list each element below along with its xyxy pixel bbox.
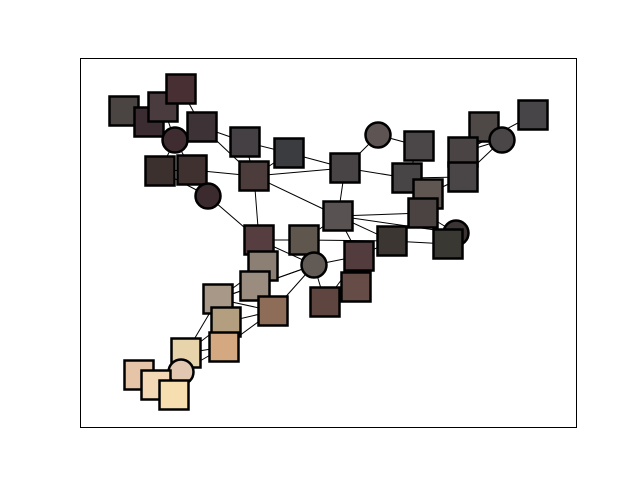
graph-node-square (517, 99, 549, 131)
graph-node-square (329, 152, 361, 184)
graph-node-square (238, 160, 270, 192)
graph-node-square (403, 130, 435, 162)
graph-node-square (376, 225, 408, 257)
graph-node-square (243, 224, 275, 256)
graph-node-square (340, 271, 372, 303)
graph-node-square (407, 197, 439, 229)
graph-node-square (273, 137, 305, 169)
graph-node-square (158, 379, 190, 411)
graph-node-square (186, 111, 218, 143)
graph-node-circle (194, 182, 222, 210)
graph-node-square (309, 286, 341, 318)
graph-node-square (144, 155, 176, 187)
graph-node-circle (488, 126, 516, 154)
graph-node-square (447, 161, 479, 193)
node-layer (108, 73, 549, 411)
graph-node-circle (161, 126, 189, 154)
graph-node-square (229, 126, 261, 158)
graph-node-square (208, 331, 240, 363)
graph-node-square (288, 224, 320, 256)
graph-node-square (322, 200, 354, 232)
graph-node-circle (364, 121, 392, 149)
graph-node-square (176, 154, 208, 186)
graph-node-square (343, 240, 375, 272)
graph-node-square (257, 295, 289, 327)
graph-node-square (165, 73, 197, 105)
graph-node-square (432, 228, 464, 260)
graph-node-circle (300, 251, 328, 279)
